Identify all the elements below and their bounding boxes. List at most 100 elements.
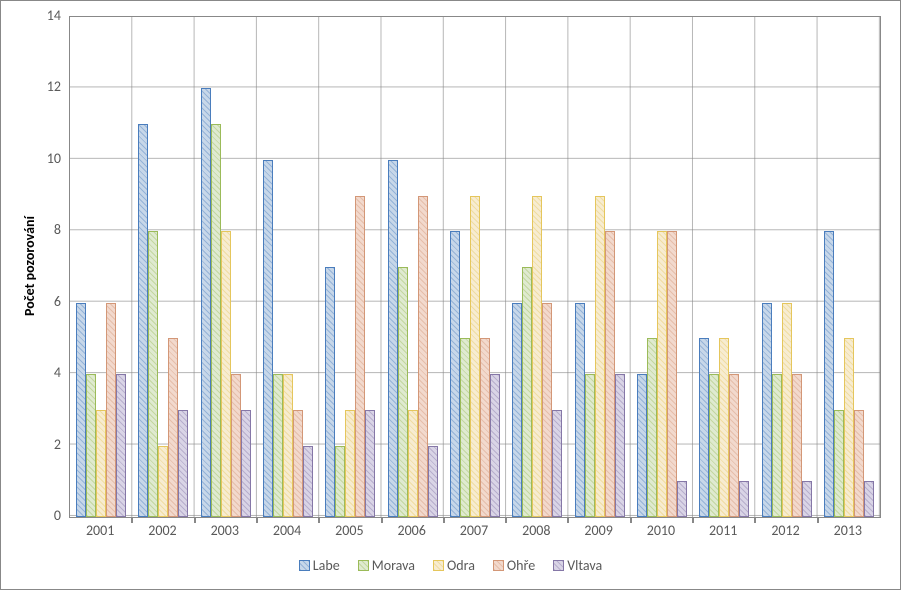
bar xyxy=(241,410,251,517)
legend-swatch xyxy=(433,560,444,571)
bar xyxy=(864,481,874,517)
bar xyxy=(522,267,532,517)
legend-label: Vltava xyxy=(567,557,602,574)
bar xyxy=(532,196,542,517)
y-tick-label: 2 xyxy=(29,436,61,453)
bar xyxy=(854,410,864,517)
bar xyxy=(335,446,345,517)
bar xyxy=(844,338,854,517)
y-tick-label: 6 xyxy=(29,293,61,310)
bar xyxy=(178,410,188,517)
bar xyxy=(96,410,106,517)
bar-group xyxy=(575,196,625,517)
bar xyxy=(86,374,96,517)
bar xyxy=(834,410,844,517)
legend-label: Labe xyxy=(313,557,340,574)
bar-group xyxy=(201,88,251,517)
bar xyxy=(450,231,460,517)
bar xyxy=(792,374,802,517)
bar xyxy=(585,374,595,517)
bar xyxy=(388,160,398,517)
bar-group xyxy=(512,196,562,517)
bar xyxy=(158,446,168,517)
x-tick-label: 2005 xyxy=(319,522,379,539)
y-tick-label: 8 xyxy=(29,221,61,238)
x-tick-label: 2008 xyxy=(506,522,566,539)
x-tick-label: 2007 xyxy=(444,522,504,539)
bar-group xyxy=(138,124,188,517)
bar xyxy=(263,160,273,517)
legend-swatch xyxy=(358,560,369,571)
bar xyxy=(637,374,647,517)
bar xyxy=(709,374,719,517)
legend-item: Odra xyxy=(433,557,475,574)
bar xyxy=(418,196,428,517)
bar xyxy=(116,374,126,517)
bar xyxy=(470,196,480,517)
bar xyxy=(667,231,677,517)
bar xyxy=(283,374,293,517)
x-tick-label: 2009 xyxy=(569,522,629,539)
bar xyxy=(460,338,470,517)
bar xyxy=(148,231,158,517)
bar xyxy=(772,374,782,517)
bar xyxy=(657,231,667,517)
bar xyxy=(729,374,739,517)
legend-label: Morava xyxy=(372,557,415,574)
bar xyxy=(739,481,749,517)
bar xyxy=(512,303,522,517)
bar-group xyxy=(388,160,438,517)
legend-item: Vltava xyxy=(553,557,602,574)
bar xyxy=(595,196,605,517)
bar xyxy=(408,410,418,517)
y-tick-label: 10 xyxy=(29,150,61,167)
bar-group xyxy=(824,231,874,517)
x-tick-label: 2002 xyxy=(132,522,192,539)
y-tick-label: 0 xyxy=(29,507,61,524)
bar-group xyxy=(76,303,126,517)
bar xyxy=(138,124,148,517)
bar xyxy=(428,446,438,517)
bar xyxy=(168,338,178,517)
bar xyxy=(303,446,313,517)
legend: LabeMoravaOdraOhřeVltava xyxy=(1,557,900,574)
bar-group xyxy=(263,160,313,517)
y-tick-label: 14 xyxy=(29,7,61,24)
legend-item: Morava xyxy=(358,557,415,574)
y-tick-label: 4 xyxy=(29,364,61,381)
bar xyxy=(106,303,116,517)
y-tick-label: 12 xyxy=(29,78,61,95)
bar xyxy=(542,303,552,517)
bar xyxy=(615,374,625,517)
x-tick-label: 2011 xyxy=(693,522,753,539)
bar xyxy=(575,303,585,517)
bar xyxy=(824,231,834,517)
bar xyxy=(201,88,211,517)
bar-group xyxy=(762,303,812,517)
bar xyxy=(325,267,335,517)
x-tick-label: 2010 xyxy=(631,522,691,539)
bar xyxy=(677,481,687,517)
legend-label: Odra xyxy=(447,557,475,574)
bar xyxy=(293,410,303,517)
x-tick-label: 2013 xyxy=(818,522,878,539)
bar xyxy=(211,124,221,517)
bar xyxy=(345,410,355,517)
x-tick-label: 2003 xyxy=(195,522,255,539)
chart-frame: Počet pozorování LabeMoravaOdraOhřeVltav… xyxy=(0,0,901,590)
bar xyxy=(231,374,241,517)
bar xyxy=(782,303,792,517)
legend-item: Labe xyxy=(299,557,340,574)
bar xyxy=(490,374,500,517)
bar-group xyxy=(637,231,687,517)
bar-group xyxy=(699,338,749,517)
plot-area xyxy=(69,16,881,518)
bar xyxy=(398,267,408,517)
x-tick-label: 2004 xyxy=(257,522,317,539)
bar xyxy=(647,338,657,517)
bar xyxy=(221,231,231,517)
bar xyxy=(719,338,729,517)
bar xyxy=(365,410,375,517)
x-tick-label: 2006 xyxy=(382,522,442,539)
x-tick-label: 2012 xyxy=(756,522,816,539)
